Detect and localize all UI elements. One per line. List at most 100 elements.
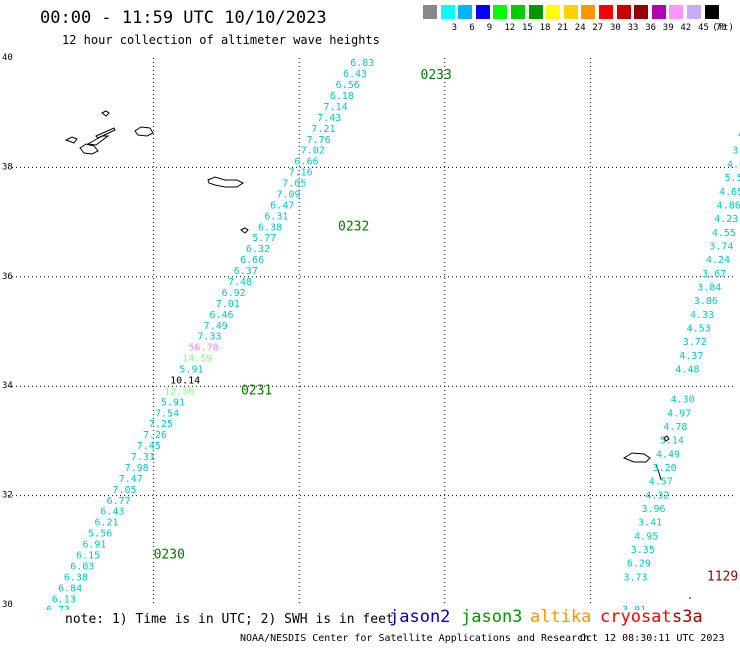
wave-height-value: 4.33	[690, 310, 714, 321]
pass-time-label: 0231	[241, 383, 272, 398]
wave-height-value: 4	[738, 129, 740, 140]
wave-height-value: 4.49	[656, 449, 680, 460]
wave-height-value: 4.78	[663, 422, 687, 433]
wave-height-value: 7.98	[125, 463, 149, 474]
wave-height-value: 56.78	[189, 343, 219, 354]
wave-height-value: 3.35	[631, 545, 655, 556]
satellite-s3a: s3a	[672, 607, 703, 627]
coastlines	[64, 110, 691, 599]
wave-height-value: 4.32	[645, 490, 669, 501]
wave-height-value: 3.73	[623, 572, 647, 583]
wave-height-value: 7.31	[131, 452, 155, 463]
legend-swatch	[563, 5, 578, 19]
island-flores	[64, 136, 78, 144]
pass-time-label: 0233	[421, 68, 452, 83]
legend-label: 24	[574, 23, 586, 33]
wave-height-value: 7.33	[197, 332, 221, 343]
wave-height-value: 7.05	[112, 485, 136, 496]
wave-height-value: 6.21	[94, 518, 118, 529]
island-santa-maria	[240, 227, 249, 234]
wave-height-value: 6.66	[240, 255, 264, 266]
pass-time-label: 0230	[154, 548, 185, 563]
wave-height-value: 7.45	[137, 441, 161, 452]
wave-height-value: 6.92	[222, 288, 246, 299]
island-sao-miguel	[207, 176, 244, 188]
island-desertas	[655, 464, 662, 481]
island-faial	[79, 143, 99, 155]
wave-height-value: 4.65	[719, 187, 740, 198]
wave-height-value: 6.47	[270, 200, 294, 211]
y-tick-label: 30	[2, 600, 13, 610]
legend-swatch	[599, 5, 613, 19]
legend-swatch	[423, 5, 437, 19]
wave-height-map: -30-27-24-21-18-15403836343230 6.836.436…	[0, 53, 740, 610]
legend-label: 39	[662, 23, 674, 33]
footer-credit: NOAA/NESDIS Center for Satellite Applica…	[240, 633, 590, 644]
wave-height-value: 12.56	[164, 386, 194, 397]
y-tick-label: 38	[2, 162, 13, 172]
satellite-altika: altika	[530, 607, 592, 627]
wave-height-value: 4.6	[727, 159, 740, 170]
wave-height-value: 6.13	[52, 594, 76, 605]
satellite-jason2: jason2	[389, 607, 451, 627]
legend-label: 33	[627, 23, 639, 33]
satellite-cryosat: cryosat	[600, 607, 672, 627]
wave-height-value: 6.37	[234, 266, 258, 277]
legend-label: 12	[504, 23, 516, 33]
wave-height-value: 7.43	[317, 113, 341, 124]
wave-height-value: 6.83	[350, 58, 374, 69]
wave-height-value: 7.76	[307, 135, 331, 146]
island-porto-santo	[663, 435, 670, 442]
legend-swatch	[440, 5, 455, 19]
wave-height-value: 3.41	[638, 518, 662, 529]
wave-height-value: 3.96	[641, 504, 665, 515]
y-tick-label: 34	[2, 381, 13, 391]
legend-swatch	[475, 5, 490, 19]
legend-label: 42	[680, 23, 692, 33]
wave-height-value: 6.43	[343, 69, 367, 80]
legend-label: 36	[645, 23, 657, 33]
legend-label: 3	[451, 23, 458, 33]
wave-height-value: 7.02	[301, 146, 325, 157]
legend-swatch	[511, 5, 525, 19]
wave-height-value: 3.	[732, 146, 740, 157]
legend-label: 70	[715, 23, 727, 33]
wave-height-value: 4.23	[714, 214, 738, 225]
wave-height-value: 3.86	[694, 296, 718, 307]
wave-height-value: 7.26	[143, 430, 167, 441]
wave-height-value: 3.91	[622, 605, 646, 610]
legend-swatch	[546, 5, 561, 19]
wave-height-value: 5.56	[88, 529, 112, 540]
wave-height-value: 5.14	[660, 436, 684, 447]
wave-height-value: 4.24	[706, 255, 730, 266]
wave-height-value: 3.72	[683, 337, 707, 348]
wave-height-value: 6.32	[246, 244, 270, 255]
track-west-pass: 6.836.436.566.187.147.437.217.767.026.66…	[46, 58, 452, 610]
wave-height-value: 4.30	[671, 395, 695, 406]
y-tick-label: 36	[2, 272, 13, 282]
wave-height-value: 7.16	[289, 168, 313, 179]
island-terceira	[134, 126, 154, 137]
wave-height-value: 5.77	[252, 233, 276, 244]
wave-height-value: 7.25	[149, 419, 173, 430]
wave-height-value: 14.59	[182, 354, 212, 365]
wave-height-value: 6.15	[76, 551, 100, 562]
y-tick-label: 32	[2, 491, 13, 501]
wave-height-value: 5.91	[161, 397, 185, 408]
y-tick-label: 40	[2, 53, 13, 63]
legend-label: 9	[486, 23, 493, 33]
footer-timestamp: Oct 12 08:30:11 UTC 2023	[580, 633, 725, 644]
wave-height-value: 6.38	[258, 222, 282, 233]
pass-time-label: 1129	[707, 569, 738, 584]
wave-height-value: 4.86	[717, 200, 740, 211]
legend-swatch	[669, 5, 684, 19]
island-madeira	[622, 452, 651, 463]
wave-height-value: 6.03	[70, 561, 94, 572]
wave-height-value: 7.14	[324, 102, 348, 113]
legend-swatch	[704, 5, 719, 19]
altimeter-tracks: 6.836.436.566.187.147.437.217.767.026.66…	[46, 58, 740, 610]
wave-height-value: 6.73	[46, 605, 70, 610]
wave-height-value: 10.14	[170, 375, 200, 386]
legend-swatch	[687, 5, 701, 19]
track-east-pass: 343.4.65.54.654.864.234.553.744.243.673.…	[622, 129, 740, 610]
